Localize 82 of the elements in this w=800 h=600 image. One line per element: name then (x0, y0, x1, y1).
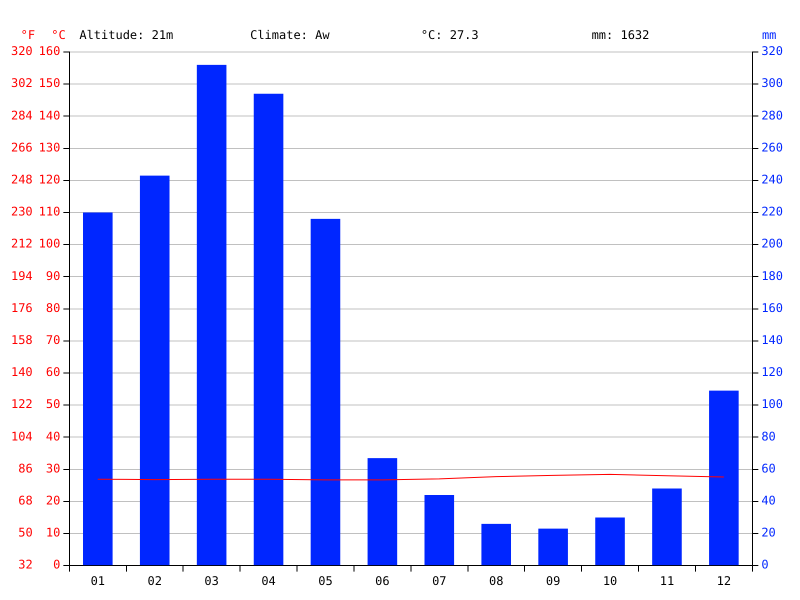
y-tick-label: 90 (46, 268, 60, 283)
x-tick-label: 02 (147, 574, 162, 588)
y2-tick-label: 160 (761, 300, 784, 315)
x-tick-label: 06 (375, 574, 390, 588)
y2-tick-label: 100 (761, 397, 784, 412)
bar (83, 212, 113, 566)
y2-tick-label: 60 (761, 461, 776, 476)
y-tick-label: 70 (46, 333, 60, 348)
bar (254, 94, 284, 566)
y3-tick-label: 320 (10, 44, 33, 58)
y-tick-label: 80 (46, 300, 60, 315)
y2-tick-label: 120 (761, 365, 784, 380)
bar (368, 458, 398, 566)
y-tick-label: 30 (46, 461, 60, 476)
x-tick-label: 12 (716, 574, 732, 588)
y3-tick-label: 194 (10, 268, 33, 283)
y2-tick-label: 20 (761, 526, 776, 540)
y2-tick-label: 220 (761, 204, 784, 219)
y2-tick-label: 140 (761, 333, 784, 348)
y2-tick-label: 80 (761, 429, 776, 444)
y3-tick-label: 68 (18, 494, 33, 508)
y2-tick-label: 300 (761, 76, 784, 90)
y-tick-label: 10 (46, 526, 60, 540)
x-tick-label: 03 (204, 574, 219, 588)
bar (481, 524, 512, 566)
y2-tick-label: 320 (761, 44, 784, 58)
y-tick-label: 120 (38, 172, 60, 187)
x-tick-label: 08 (488, 574, 504, 588)
y2-axis-title: mm (762, 28, 776, 42)
text: mm: 1632 (592, 28, 650, 42)
y-tick-label: 130 (38, 140, 60, 154)
x-tick-label: 05 (318, 574, 333, 588)
y3-tick-label: 302 (10, 76, 33, 90)
y3-tick-label: 140 (10, 365, 33, 380)
y-tick-label: 150 (38, 76, 60, 90)
y2-tick-label: 240 (761, 172, 784, 187)
y3-axis-title: °F (20, 28, 36, 42)
y2-tick-label: 260 (761, 140, 784, 154)
y3-tick-label: 230 (10, 204, 33, 219)
y-tick-label: 50 (46, 397, 60, 412)
y3-tick-label: 32 (18, 558, 33, 572)
y-tick-label: 140 (38, 108, 60, 122)
y3-tick-label: 104 (10, 429, 33, 444)
bar (310, 218, 340, 566)
y3-tick-label: 86 (18, 461, 33, 476)
y3-tick-label: 50 (18, 526, 33, 540)
y-tick-label: 40 (46, 429, 60, 444)
bar (538, 528, 568, 566)
x-tick-label: 09 (546, 574, 560, 588)
bar (595, 517, 625, 566)
y2-tick-label: 280 (761, 108, 784, 122)
y3-tick-label: 248 (10, 172, 33, 187)
y2-tick-label: 0 (761, 558, 769, 572)
y-tick-label: 160 (38, 44, 60, 58)
x-tick-label: 01 (90, 574, 106, 588)
y3-tick-label: 158 (10, 333, 33, 348)
y-tick-label: 110 (38, 204, 60, 219)
x-tick-label: 04 (261, 574, 276, 588)
x-tick-label: 10 (602, 574, 618, 588)
y2-tick-label: 200 (761, 236, 784, 251)
y3-tick-label: 266 (10, 140, 33, 154)
y-axis-title: °C (51, 28, 66, 42)
bar (709, 390, 739, 566)
bar (140, 176, 170, 566)
y-tick-label: 60 (46, 365, 60, 380)
y3-tick-label: 176 (10, 300, 33, 315)
text: Climate: Aw (250, 28, 330, 42)
text: Altitude: 21m (79, 28, 174, 42)
y2-tick-label: 40 (761, 494, 776, 508)
y-tick-label: 20 (46, 494, 60, 508)
x-tick-label: 07 (432, 574, 447, 588)
bar (424, 494, 454, 566)
y3-tick-label: 122 (10, 397, 33, 412)
bar (196, 64, 226, 566)
bar (652, 488, 682, 566)
y-tick-label: 100 (38, 236, 60, 251)
x-tick-label: 11 (660, 574, 674, 588)
y3-tick-label: 284 (10, 108, 33, 122)
y-tick-label: 0 (53, 558, 60, 572)
y2-tick-label: 180 (761, 268, 784, 283)
text: °C: 27.3 (420, 28, 479, 42)
y3-tick-label: 212 (10, 236, 33, 251)
